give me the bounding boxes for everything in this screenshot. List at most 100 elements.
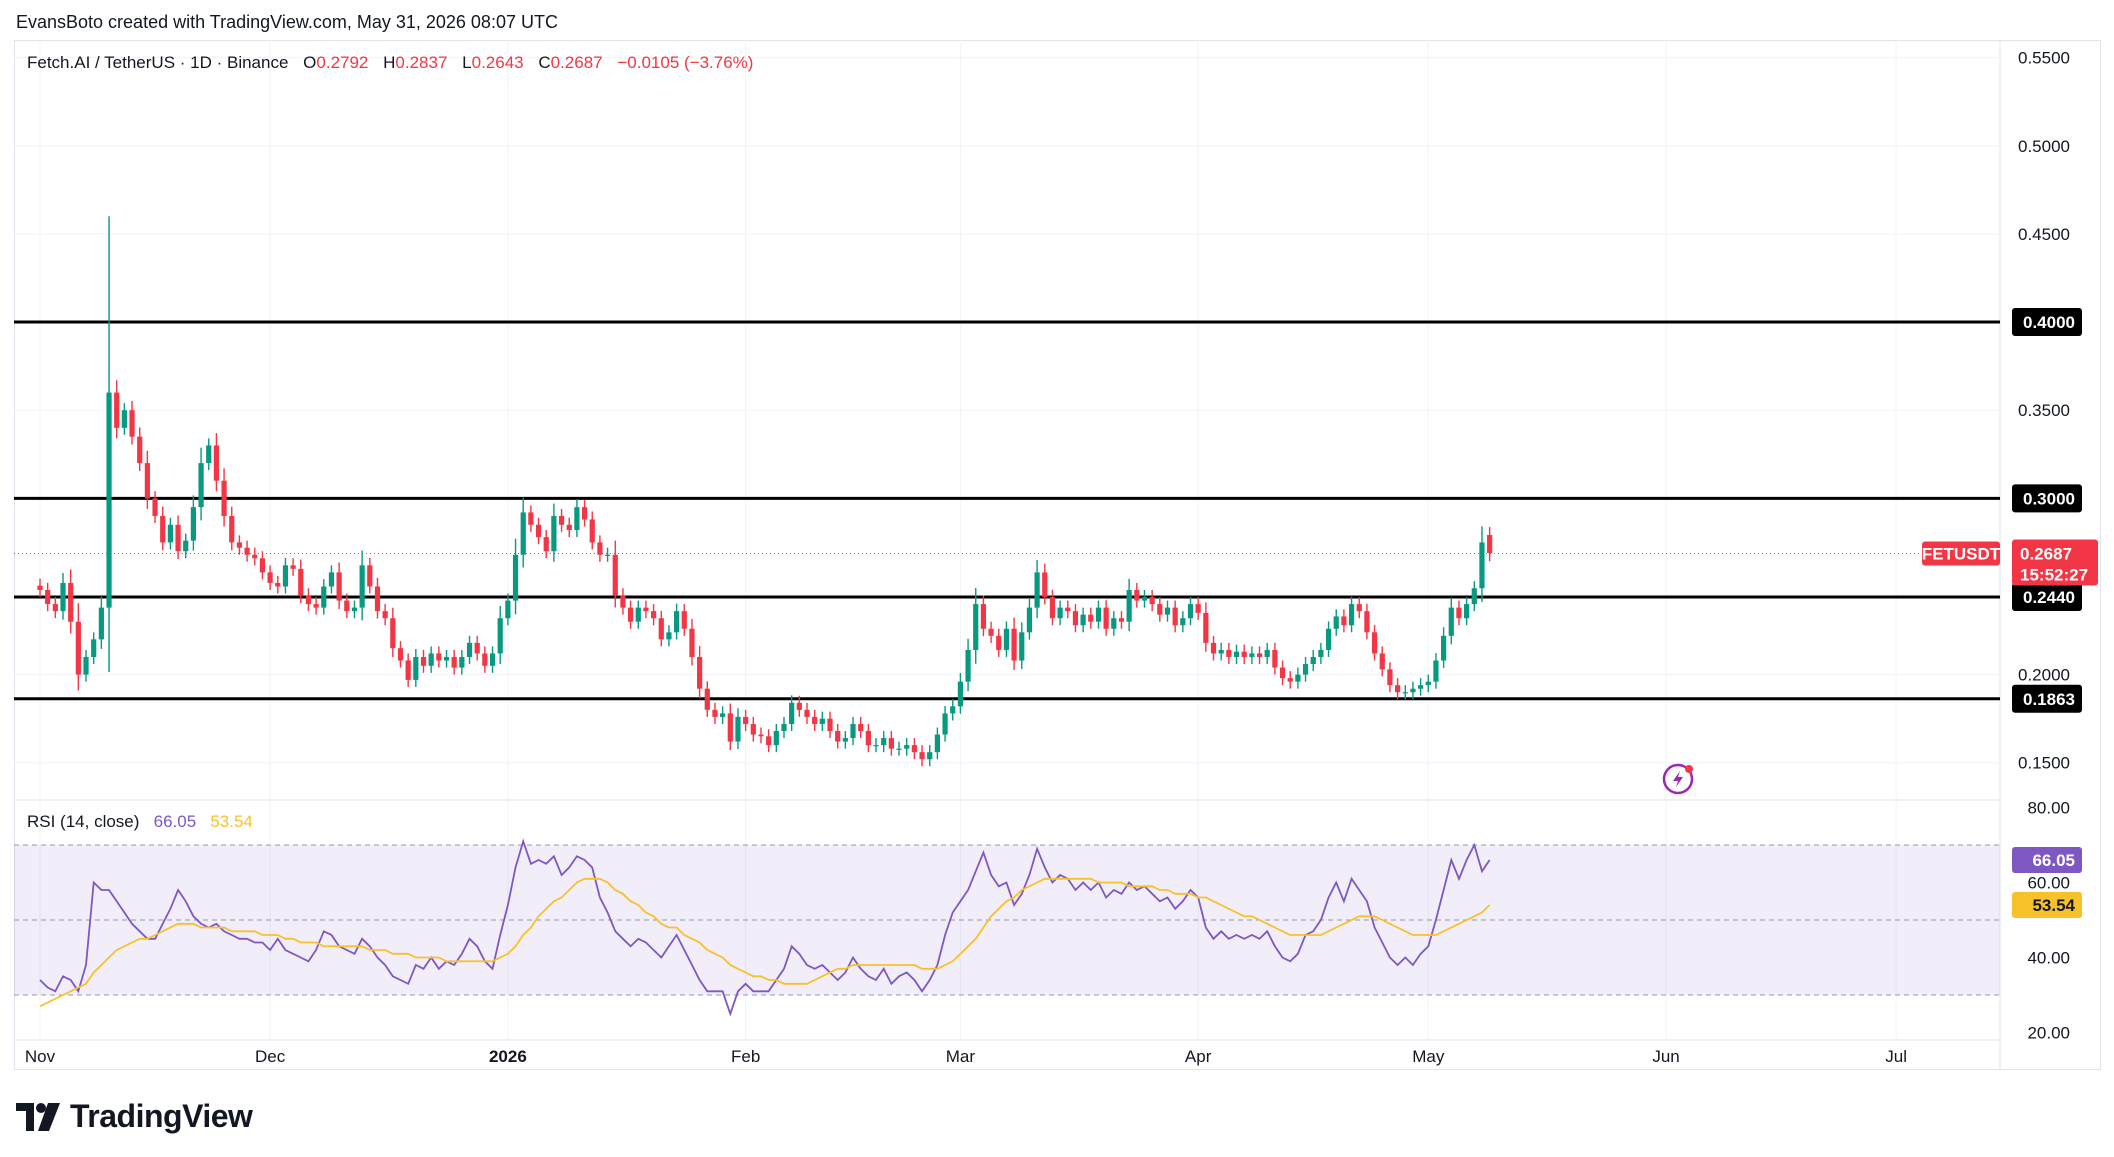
candle-body (144, 463, 150, 499)
candle-body (758, 734, 764, 737)
candle-body (1471, 588, 1477, 605)
candle-body (1264, 649, 1270, 657)
candle-body (167, 524, 173, 543)
candle-body (83, 656, 89, 675)
candle-body (1141, 597, 1148, 601)
candle-body (658, 618, 664, 640)
candle-body (282, 565, 289, 587)
last-price-tag (2012, 539, 2098, 586)
rsi-tick-label: 40.00 (2027, 949, 2070, 968)
candle-body (597, 542, 603, 555)
candle-body (390, 618, 396, 649)
candle-body (298, 568, 304, 596)
candle-body (52, 604, 58, 612)
candle-body (1487, 534, 1493, 553)
candle-body (428, 653, 434, 666)
candle-body (1118, 618, 1125, 622)
event-icon[interactable] (1662, 763, 1694, 795)
candle-body (1287, 678, 1293, 682)
candle-body (275, 582, 281, 587)
candle-body (1233, 651, 1240, 657)
candle-body (91, 639, 97, 657)
candle-body (543, 537, 549, 552)
level-tag-label: 0.4000 (2023, 313, 2075, 332)
candle-body (712, 709, 718, 717)
price-tags: 0.4000 0.3000 0.2440 0.1863 FETUSDT 0.2687 15:… (1922, 308, 2098, 918)
candle-body (850, 723, 856, 739)
grid (14, 40, 2001, 1070)
close-label: C (538, 53, 551, 72)
candle-body (942, 713, 948, 735)
candle-body (351, 607, 358, 612)
rsi-panel (14, 838, 2000, 1017)
candle-body (1049, 597, 1056, 619)
candle-body (996, 635, 1002, 650)
time-tick-label: May (1412, 1047, 1445, 1066)
candle-body (1011, 628, 1017, 661)
candle-body (635, 607, 641, 622)
candle-body (45, 589, 51, 605)
candle-body (1226, 649, 1232, 657)
candle-body (551, 515, 557, 552)
candle-body (1103, 607, 1109, 629)
candle-body (98, 607, 104, 640)
candle-body (888, 738, 894, 749)
last-price-label: 0.2687 (2020, 545, 2072, 564)
symbol-legend: Fetch.AI / TetherUS · 1D · Binance O0.27… (27, 53, 753, 73)
candle-body (1180, 618, 1186, 626)
candle-body (336, 572, 342, 601)
rsi-line-tag (2012, 847, 2082, 873)
candle-body (1348, 604, 1355, 626)
level-tag (2012, 308, 2082, 337)
candle-body (827, 718, 833, 732)
high-label: H (383, 53, 396, 72)
candle-body (1371, 632, 1378, 654)
candle-body (252, 554, 258, 559)
candle-body (1042, 572, 1048, 598)
candle-body (697, 656, 703, 689)
candle-body (1164, 607, 1171, 615)
candle-body (988, 628, 994, 636)
candle-body (114, 392, 120, 428)
ticker-tag-label: FETUSDT (1922, 545, 2001, 564)
candle-body (743, 716, 749, 724)
time-tick-label: Apr (1185, 1047, 1212, 1066)
candle-body (229, 515, 235, 543)
price-tick-label: 0.3500 (2018, 401, 2070, 420)
candle-body (497, 618, 503, 654)
candle-body (1379, 653, 1385, 670)
rsi-value: 66.05 (153, 812, 197, 831)
candle-body (1279, 667, 1286, 679)
candle-body (566, 524, 572, 531)
candle-body (620, 595, 626, 608)
candle-body (213, 445, 220, 481)
candle-body (804, 709, 810, 717)
candle-body (1302, 664, 1309, 675)
candle-body (965, 649, 971, 682)
chart-credit: EvansBoto created with TradingView.com, … (16, 12, 558, 32)
candle-body (520, 512, 526, 555)
candle-body (459, 656, 465, 668)
symbol-name: Fetch.AI / TetherUS · 1D · Binance (27, 53, 289, 72)
candle-body (1003, 628, 1010, 650)
candle-body (873, 745, 879, 747)
candle-body (911, 745, 917, 753)
candle-body (1310, 656, 1316, 665)
candle-body (206, 445, 212, 464)
candle-body (37, 585, 43, 590)
candle-body (367, 565, 373, 587)
rsi-legend: RSI (14, close) 66.05 53.54 (27, 812, 253, 832)
candle-body (221, 480, 227, 516)
candle-body (904, 745, 910, 749)
candle-body (75, 621, 81, 675)
candle-body (773, 731, 779, 746)
candle-body (413, 656, 419, 680)
candle-body (1410, 688, 1416, 693)
low-label: L (462, 53, 472, 72)
candle-body (1325, 628, 1332, 650)
candle-body (535, 524, 542, 538)
axes: 0.1500 0.2000 0.3500 0.4500 0.5000 0.5500 Nov D… (25, 49, 2070, 1066)
tradingview-logo[interactable]: TradingView (16, 1098, 253, 1135)
candle-body (842, 738, 848, 742)
